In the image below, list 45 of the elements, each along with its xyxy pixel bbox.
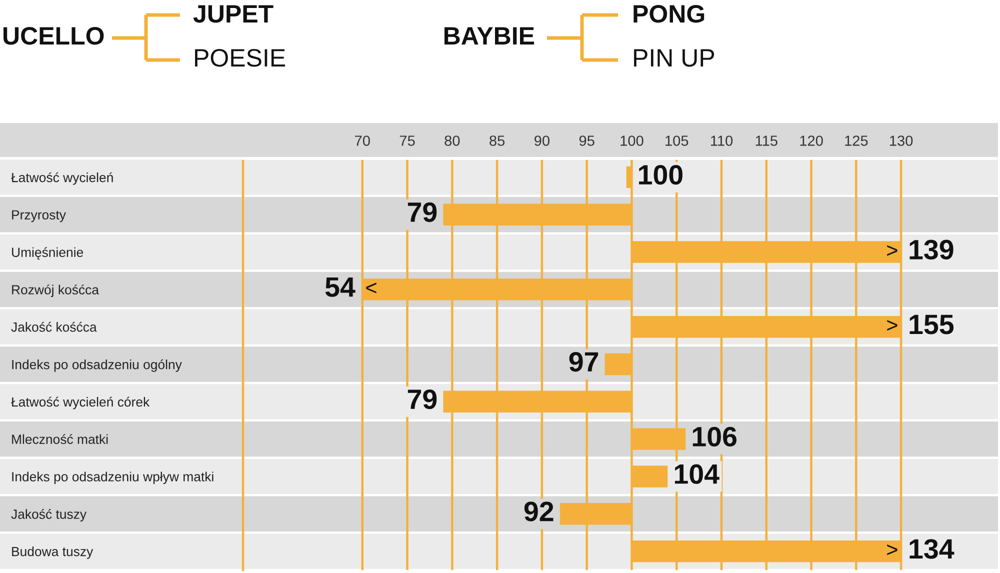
y-tick-label: Mleczność matki xyxy=(12,434,108,444)
text: JUPET xyxy=(193,5,274,23)
y-tick-label: Przyrosty xyxy=(12,210,66,222)
text: PONG xyxy=(634,5,704,23)
y-tick-label: Budowa tuszy xyxy=(12,546,94,559)
y-tick-label: Jakość tuszy xyxy=(11,509,86,522)
annotation: 155 xyxy=(910,314,954,334)
y-tick-label: Łatwość wycieleń córek xyxy=(11,396,150,410)
x-tick-label: 80 xyxy=(444,136,460,146)
x-tick-label: 85 xyxy=(490,136,505,146)
data-label: 97 xyxy=(569,352,598,372)
x-tick-label: 115 xyxy=(756,136,778,146)
y-tick-label: Indeks po odsadzeniu wpływ matki xyxy=(12,472,214,484)
x-tick-label: 105 xyxy=(666,136,688,146)
x-tick-label: 110 xyxy=(710,136,733,146)
text: POESIE xyxy=(195,49,286,67)
x-tick-label: 130 xyxy=(890,136,913,146)
annotation: 134 xyxy=(910,539,954,559)
annotation: > xyxy=(887,320,898,331)
x-tick-label: 100 xyxy=(620,136,644,146)
data-label: 104 xyxy=(674,464,720,484)
data-label: 106 xyxy=(692,426,736,447)
y-tick-label: Jakość kośćca xyxy=(11,322,97,332)
data-label: 100 xyxy=(639,164,682,185)
y-tick-label: Indeks po odsadzeniu ogólny xyxy=(12,359,182,372)
y-tick-label: Umięśnienie xyxy=(12,247,84,260)
text: BAYBIE xyxy=(444,27,534,44)
x-tick-label: 70 xyxy=(355,136,370,146)
data-label: 92 xyxy=(524,502,554,522)
x-tick-label: 90 xyxy=(534,136,550,146)
data-label: 79 xyxy=(408,202,437,222)
annotation: < xyxy=(366,282,376,294)
data-label: 79 xyxy=(408,389,437,410)
x-tick-label: 75 xyxy=(400,136,415,146)
text: PIN UP xyxy=(634,49,714,67)
x-tick-label: 95 xyxy=(579,136,594,146)
annotation: 139 xyxy=(910,240,954,260)
x-tick-label: 120 xyxy=(800,136,823,146)
annotation: 54 xyxy=(325,278,356,297)
y-tick-label: Łatwość wycieleń xyxy=(11,172,113,185)
annotation: > xyxy=(887,245,898,256)
annotation: > xyxy=(887,544,898,556)
x-tick-label: 125 xyxy=(845,136,868,146)
y-tick-label: Rozwój kośćca xyxy=(12,284,99,298)
text: UCELLO xyxy=(4,27,104,45)
